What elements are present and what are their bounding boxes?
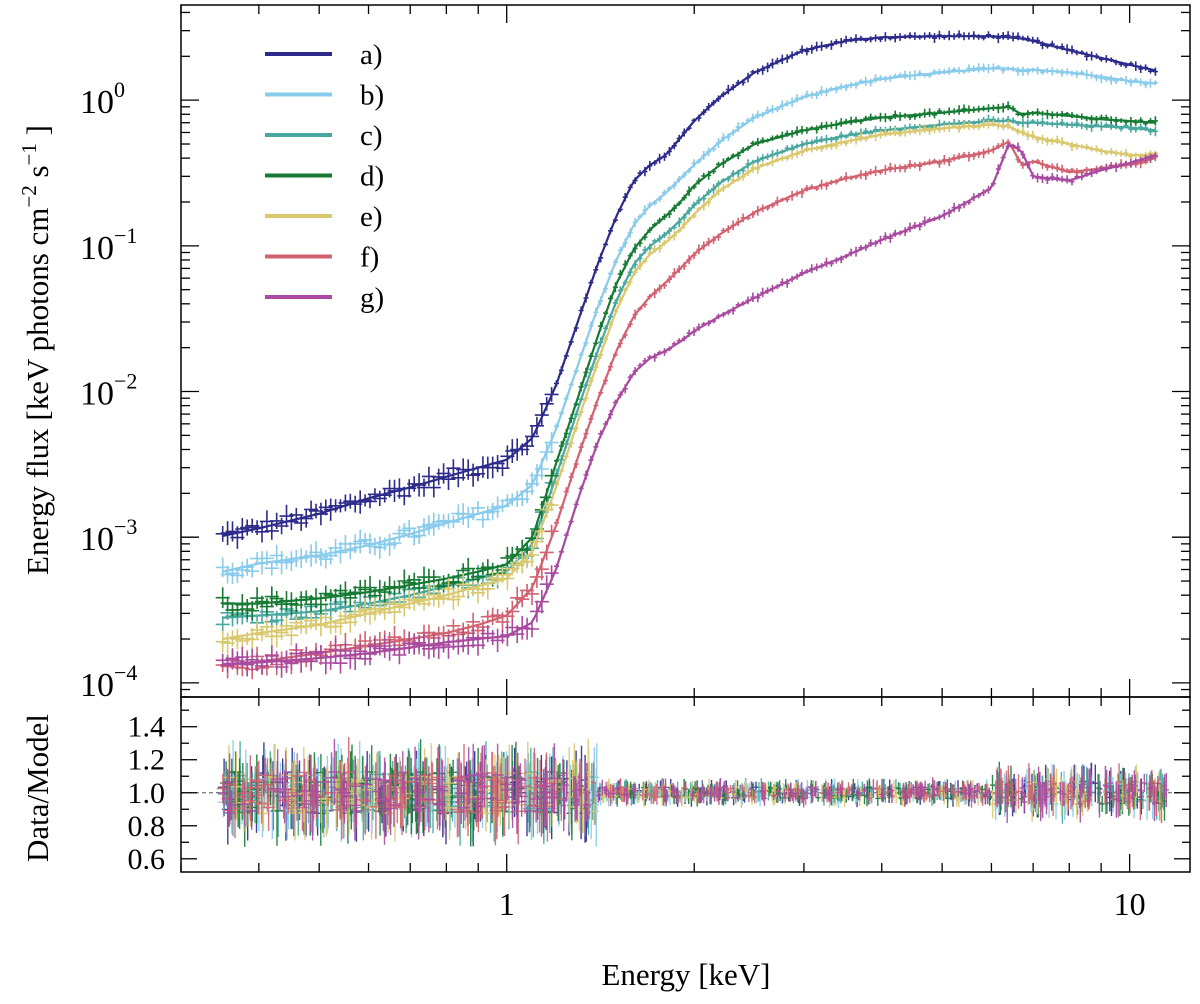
bottom-panel-frame bbox=[180, 696, 1191, 873]
axes bbox=[180, 4, 1191, 873]
y-tick-label: 10−1 bbox=[80, 223, 137, 267]
series-g bbox=[215, 142, 1158, 678]
x-tick-label: 1 bbox=[499, 886, 515, 922]
residuals-g bbox=[217, 738, 1169, 845]
legend-label: g) bbox=[360, 282, 384, 314]
y-tick-label: 10−4 bbox=[80, 660, 137, 704]
x-axis-title: Energy [keV] bbox=[601, 957, 770, 992]
y-tick-label: 1.0 bbox=[128, 777, 166, 810]
legend-entry: c) bbox=[265, 120, 383, 152]
data-points bbox=[215, 63, 1158, 584]
legend-label: f) bbox=[360, 242, 379, 274]
data-points bbox=[215, 142, 1158, 678]
legend-entry: g) bbox=[265, 282, 384, 314]
legend-entry: e) bbox=[265, 201, 383, 233]
legend-label: b) bbox=[360, 80, 384, 112]
legend-entry: b) bbox=[265, 80, 384, 112]
bottom-panel-residuals bbox=[181, 737, 1190, 847]
y-tick-label: 10−2 bbox=[80, 369, 137, 413]
legend-label: c) bbox=[360, 120, 383, 152]
legend-label: d) bbox=[360, 161, 384, 193]
x-tick-label: 10 bbox=[1114, 886, 1146, 922]
top-panel-series bbox=[215, 30, 1158, 680]
series-c bbox=[215, 114, 1158, 633]
tick-labels: 100 10−1 10−2 10−3 10−4 1.41.21.00.80.6 1 10 bbox=[80, 77, 1146, 922]
y-tick-label: 0.8 bbox=[128, 810, 166, 843]
legend-entry: d) bbox=[265, 161, 384, 193]
data-points bbox=[215, 101, 1158, 621]
legend-label: e) bbox=[360, 201, 383, 233]
y-tick-label: 10−3 bbox=[80, 514, 137, 558]
series-e bbox=[215, 119, 1158, 654]
legend-label: a) bbox=[360, 39, 383, 71]
y-tick-label: 1.4 bbox=[128, 711, 166, 744]
legend: a) b) c) d) e) f) g) bbox=[265, 39, 384, 314]
series-b bbox=[215, 63, 1158, 584]
data-points bbox=[215, 119, 1158, 654]
legend-entry: f) bbox=[265, 242, 379, 274]
y-tick-label: 1.2 bbox=[128, 744, 166, 777]
series-d bbox=[215, 101, 1158, 621]
data-points bbox=[215, 30, 1158, 549]
y-tick-label: 100 bbox=[80, 77, 125, 121]
data-points bbox=[215, 114, 1158, 633]
series-a bbox=[215, 30, 1158, 549]
top-y-axis-title: Energy flux [keV photons cm−2 s−1 ] bbox=[17, 125, 55, 575]
legend-entry: a) bbox=[265, 39, 383, 71]
y-tick-label: 0.6 bbox=[128, 843, 166, 876]
bottom-y-axis-title: Data/Model bbox=[20, 714, 55, 862]
